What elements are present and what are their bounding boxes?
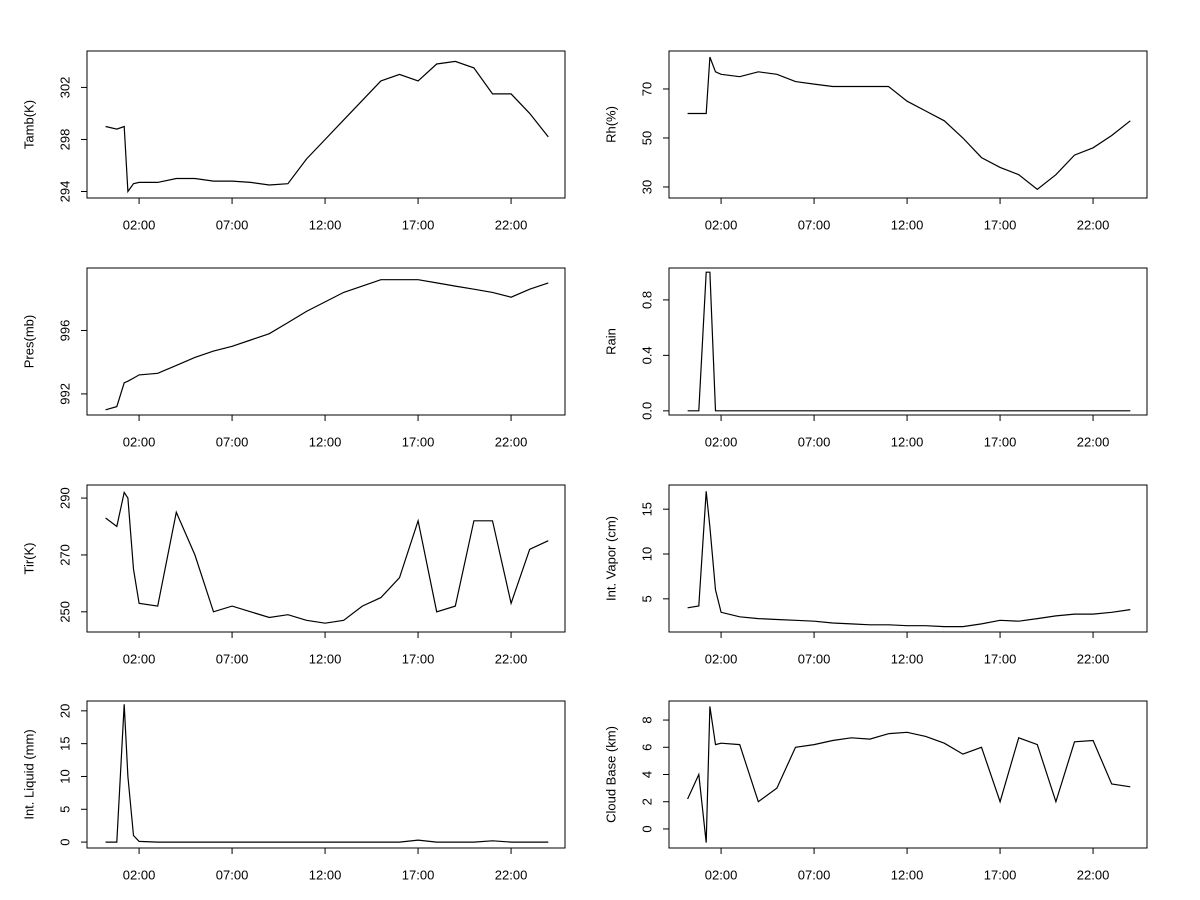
y-axis-label: Int. Liquid (mm) bbox=[21, 729, 36, 819]
x-tick-label: 12:00 bbox=[309, 217, 342, 232]
y-axis-label: Tir(K) bbox=[21, 542, 36, 574]
x-tick-label: 12:00 bbox=[891, 651, 924, 666]
y-axis-label: Rain bbox=[603, 328, 618, 355]
data-line bbox=[687, 706, 1131, 843]
x-tick-label: 22:00 bbox=[1077, 651, 1110, 666]
x-tick-label: 02:00 bbox=[123, 651, 156, 666]
x-tick-label: 02:00 bbox=[705, 651, 738, 666]
plot-frame bbox=[86, 50, 566, 199]
x-tick-label: 02:00 bbox=[123, 217, 156, 232]
x-tick-label: 12:00 bbox=[309, 434, 342, 449]
x-tick-label: 02:00 bbox=[705, 434, 738, 449]
x-tick-label: 07:00 bbox=[216, 434, 249, 449]
x-tick-label: 02:00 bbox=[123, 434, 156, 449]
x-tick-label: 07:00 bbox=[798, 217, 831, 232]
x-tick-label: 07:00 bbox=[216, 217, 249, 232]
y-tick-label: 270 bbox=[57, 544, 72, 566]
plot-frame bbox=[668, 700, 1148, 849]
y-tick-label: 992 bbox=[57, 383, 72, 405]
x-tick-label: 12:00 bbox=[891, 867, 924, 882]
y-tick-label: 298 bbox=[57, 129, 72, 151]
y-tick-label: 15 bbox=[57, 736, 72, 750]
x-tick-label: 22:00 bbox=[495, 434, 528, 449]
y-tick-label: 294 bbox=[57, 181, 72, 203]
x-tick-label: 17:00 bbox=[984, 434, 1017, 449]
x-tick-label: 22:00 bbox=[1077, 217, 1110, 232]
y-tick-label: 5 bbox=[57, 806, 72, 813]
x-tick-label: 22:00 bbox=[495, 217, 528, 232]
x-tick-label: 12:00 bbox=[309, 651, 342, 666]
x-tick-label: 17:00 bbox=[984, 867, 1017, 882]
plot-frame bbox=[86, 484, 566, 633]
plot-frame bbox=[668, 267, 1148, 416]
y-tick-label: 5 bbox=[639, 595, 654, 602]
y-tick-label: 15 bbox=[639, 502, 654, 516]
y-axis-label: Int. Vapor (cm) bbox=[603, 516, 618, 601]
y-tick-label: 10 bbox=[639, 547, 654, 561]
data-line bbox=[687, 271, 1131, 412]
data-line bbox=[105, 60, 549, 194]
plot-frame bbox=[668, 50, 1148, 199]
y-axis-label: Pres(mb) bbox=[21, 315, 36, 368]
x-tick-label: 22:00 bbox=[1077, 434, 1110, 449]
x-tick-label: 07:00 bbox=[798, 651, 831, 666]
y-tick-label: 2 bbox=[639, 798, 654, 805]
y-tick-label: 6 bbox=[639, 744, 654, 751]
y-tick-label: 0.8 bbox=[639, 291, 654, 309]
y-axis-label: Cloud Base (km) bbox=[603, 726, 618, 823]
x-tick-label: 07:00 bbox=[798, 867, 831, 882]
y-tick-label: 20 bbox=[57, 704, 72, 718]
plot-frame bbox=[86, 267, 566, 416]
x-tick-label: 17:00 bbox=[984, 651, 1017, 666]
y-tick-label: 70 bbox=[639, 82, 654, 96]
x-tick-label: 17:00 bbox=[402, 651, 435, 666]
x-tick-label: 12:00 bbox=[309, 867, 342, 882]
data-line bbox=[105, 704, 549, 843]
x-tick-label: 02:00 bbox=[123, 867, 156, 882]
x-tick-label: 17:00 bbox=[402, 867, 435, 882]
x-tick-label: 02:00 bbox=[705, 867, 738, 882]
y-tick-label: 0 bbox=[639, 825, 654, 832]
x-tick-label: 07:00 bbox=[798, 434, 831, 449]
data-line bbox=[105, 490, 549, 624]
y-tick-label: 0 bbox=[57, 838, 72, 845]
data-line bbox=[105, 279, 549, 411]
data-line bbox=[687, 56, 1131, 191]
y-tick-label: 0.0 bbox=[639, 402, 654, 420]
x-tick-label: 22:00 bbox=[1077, 867, 1110, 882]
x-tick-label: 07:00 bbox=[216, 651, 249, 666]
y-tick-label: 30 bbox=[639, 180, 654, 194]
y-tick-label: 0.4 bbox=[639, 346, 654, 364]
y-tick-label: 250 bbox=[57, 601, 72, 623]
x-tick-label: 22:00 bbox=[495, 651, 528, 666]
y-axis-label: Rh(%) bbox=[603, 106, 618, 143]
x-tick-label: 17:00 bbox=[402, 217, 435, 232]
x-tick-label: 12:00 bbox=[891, 434, 924, 449]
x-tick-label: 12:00 bbox=[891, 217, 924, 232]
x-tick-label: 17:00 bbox=[984, 217, 1017, 232]
y-tick-label: 50 bbox=[639, 131, 654, 145]
y-tick-label: 10 bbox=[57, 769, 72, 783]
data-line bbox=[687, 491, 1131, 628]
plot-frame bbox=[668, 484, 1148, 633]
y-axis-label: Tamb(K) bbox=[21, 100, 36, 149]
x-tick-label: 02:00 bbox=[705, 217, 738, 232]
x-tick-label: 17:00 bbox=[402, 434, 435, 449]
y-tick-label: 302 bbox=[57, 77, 72, 99]
y-tick-label: 8 bbox=[639, 716, 654, 723]
x-tick-label: 07:00 bbox=[216, 867, 249, 882]
y-tick-label: 996 bbox=[57, 320, 72, 342]
y-tick-label: 290 bbox=[57, 487, 72, 509]
plot-frame bbox=[86, 700, 566, 849]
y-tick-label: 4 bbox=[639, 771, 654, 778]
x-tick-label: 22:00 bbox=[495, 867, 528, 882]
